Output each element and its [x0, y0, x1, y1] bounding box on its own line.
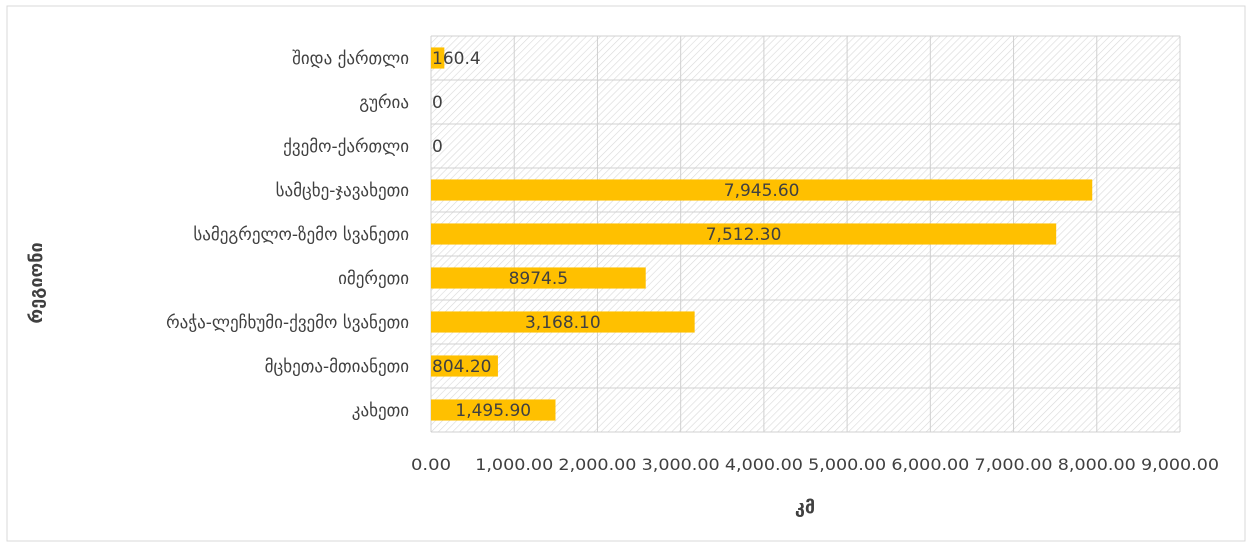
x-tick-label: 1,000.00 [475, 455, 553, 474]
y-axis-title: რეგიონი [26, 242, 47, 323]
bar [431, 267, 646, 289]
category-label: სამეგრელო-ზემო სვანეთი [193, 225, 409, 245]
bar [431, 179, 1093, 201]
x-axis-title: კმ [795, 497, 815, 518]
category-labels: შიდა ქართლი გურია ქვემო-ქართლი სამცხე-ჯავახ… [166, 49, 409, 421]
category-label: რაჭა-ლეჩხუმი-ქვემო სვანეთი [166, 313, 409, 333]
bar [431, 47, 445, 69]
category-label: შიდა ქართლი [292, 49, 409, 69]
data-label: 7,945.60 [724, 181, 800, 201]
x-tick-label: 5,000.00 [808, 455, 886, 474]
data-label: 0 [432, 93, 443, 113]
data-label: 160.4 [432, 49, 481, 69]
x-tick-label: 7,000.00 [975, 455, 1053, 474]
category-label: მცხეთა-მთიანეთი [265, 357, 409, 377]
x-tick-label: 4,000.00 [725, 455, 803, 474]
bar [431, 355, 498, 377]
data-labels: 160.4 0 0 7,945.60 7,512.30 8974.5 3,168.10 804… [432, 49, 799, 421]
data-label: 804.20 [432, 357, 491, 377]
category-label: ქვემო-ქართლი [283, 137, 409, 157]
bar [431, 223, 1057, 245]
data-label: 1,495.90 [455, 401, 531, 421]
x-tick-label: 8,000.00 [1058, 455, 1136, 474]
category-label: სამცხე-ჯავახეთი [276, 181, 409, 201]
x-tick-label: 9,000.00 [1141, 455, 1219, 474]
x-tick-label: 2,000.00 [558, 455, 636, 474]
category-label: კახეთი [352, 401, 409, 421]
bar [431, 311, 695, 333]
bar [431, 399, 556, 421]
data-label: 8974.5 [509, 269, 568, 289]
category-label: იმერეთი [338, 269, 409, 289]
category-label: გურია [359, 93, 409, 113]
x-tick-label: 3,000.00 [642, 455, 720, 474]
data-label: 0 [432, 137, 443, 157]
x-tick-label: 0.00 [411, 455, 451, 474]
bars [431, 47, 1093, 421]
data-label: 7,512.30 [706, 225, 782, 245]
x-tick-label: 6,000.00 [891, 455, 969, 474]
x-tick-labels: 0.00 1,000.00 2,000.00 3,000.00 4,000.00 5,00… [411, 455, 1219, 474]
data-label: 3,168.10 [525, 313, 601, 333]
